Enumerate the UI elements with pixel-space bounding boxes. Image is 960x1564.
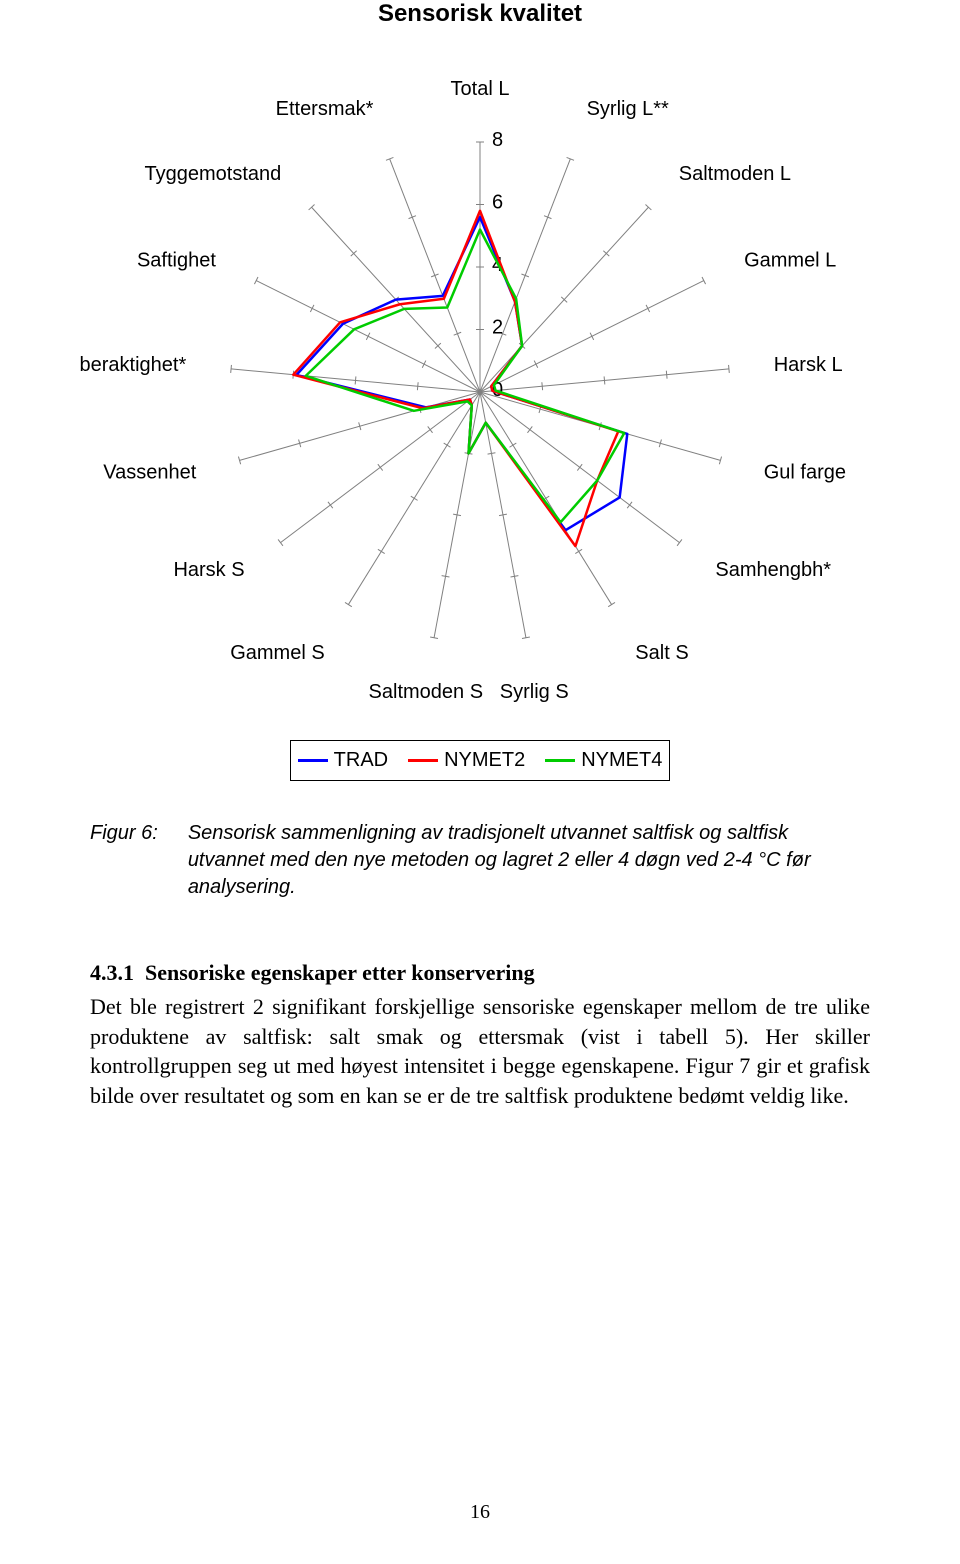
section-heading: 4.3.1 Sensoriske egenskaper etter konser… (90, 960, 870, 986)
legend-label: TRAD (334, 749, 388, 772)
legend-item: NYMET2 (408, 749, 525, 772)
caption-text: Sensorisk sammenligning av tradisjonelt … (188, 820, 870, 901)
radar-chart: Total L Syrlig L** Saltmoden L Gammel L Hars… (80, 32, 880, 732)
svg-text:Saltmoden S: Saltmoden S (369, 681, 484, 703)
section-title: Sensoriske egenskaper etter konservering (145, 960, 535, 985)
svg-text:Syrlig S: Syrlig S (500, 681, 569, 703)
svg-text:Harsk S: Harsk S (173, 559, 244, 581)
svg-text:2: 2 (492, 317, 503, 339)
svg-text:Gammel S: Gammel S (230, 642, 324, 664)
section-number: 4.3.1 (90, 960, 134, 985)
page-number: 16 (0, 1501, 960, 1524)
legend-item: TRAD (298, 749, 388, 772)
section-body: Det ble registrert 2 signifikant forskje… (90, 992, 870, 1111)
svg-text:Syrlig L**: Syrlig L** (587, 98, 669, 120)
svg-text:Fiberaktighet*: Fiberaktighet* (80, 354, 186, 376)
legend-swatch (408, 759, 438, 762)
chart-title: Sensorisk kvalitet (80, 0, 880, 28)
svg-text:Vassenhet: Vassenhet (103, 462, 196, 484)
svg-text:Tyggemotstand: Tyggemotstand (145, 163, 282, 185)
svg-text:Saftighet: Saftighet (137, 250, 216, 272)
svg-text:Harsk L: Harsk L (774, 354, 843, 376)
svg-text:6: 6 (492, 192, 503, 214)
svg-text:Saltmoden L: Saltmoden L (679, 163, 791, 185)
svg-text:Gammel L: Gammel L (744, 250, 836, 272)
legend-swatch (545, 759, 575, 762)
legend-swatch (298, 759, 328, 762)
caption-label: Figur 6: (90, 820, 158, 901)
svg-text:Salt S: Salt S (635, 642, 688, 664)
body-section: 4.3.1 Sensoriske egenskaper etter konser… (90, 960, 870, 1111)
figure-caption: Figur 6: Sensorisk sammenligning av trad… (90, 820, 870, 901)
svg-text:Total L: Total L (451, 78, 510, 100)
chart-legend: TRAD NYMET2 NYMET4 (290, 740, 670, 781)
legend-label: NYMET4 (581, 749, 662, 772)
radar-chart-container: Sensorisk kvalitet Total L Syrlig L** Salt… (80, 0, 880, 781)
legend-label: NYMET2 (444, 749, 525, 772)
svg-text:8: 8 (492, 129, 503, 151)
legend-item: NYMET4 (545, 749, 662, 772)
svg-text:Ettersmak*: Ettersmak* (276, 98, 374, 120)
svg-text:Gul farge: Gul farge (764, 462, 846, 484)
svg-text:Samhengbh*: Samhengbh* (715, 559, 831, 581)
